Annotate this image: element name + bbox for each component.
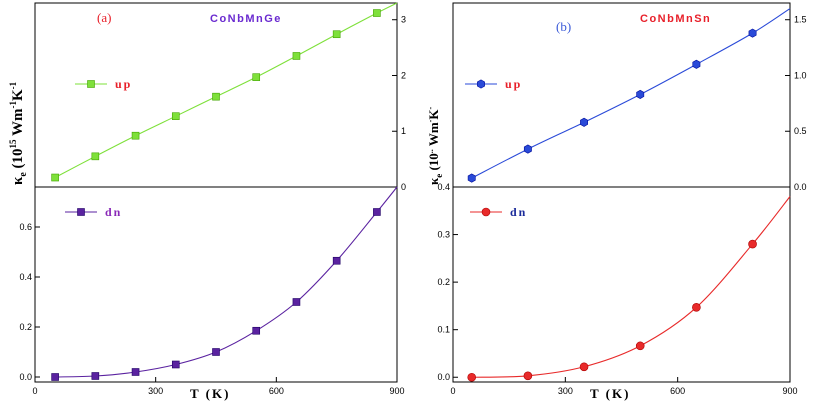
panel-b-up-ytick-label: 0.5 [794, 126, 807, 136]
panel-a-title: CoNbMnGe [210, 13, 282, 25]
panel-b-dn-xtick-label: 600 [670, 386, 685, 396]
panel-b-dn-plot: 0.0 0.1 0.2 0.3 0.4 0 300 600 900 dn [437, 182, 797, 396]
panel-b-ylabel: κe (10.. Wm-K- [426, 107, 444, 185]
panel-b-dn-data-point [635, 341, 645, 351]
panel-b-dn-ytick-label: 0.3 [437, 230, 450, 240]
panel-a-up-ytick-label: 0 [401, 182, 406, 192]
panel-a-dn-xtick-label: 600 [269, 386, 284, 396]
panel-a-up-data-point [212, 92, 220, 101]
panel-b-xlabel: T (K) [590, 386, 630, 401]
panel-b-dn-data-point [467, 372, 477, 382]
panel-a-dn-xtick-label: 0 [32, 386, 37, 396]
panel-b-up-series-line [471, 8, 791, 179]
panel-a-up-data-point [131, 131, 140, 140]
panel-a-up-ytick-label: 3 [401, 15, 406, 25]
panel-b-dn-legend-label: dn [510, 205, 527, 219]
panel-b-dn-xtick-label: 900 [782, 386, 797, 396]
panel-b-up-data-point [467, 173, 476, 183]
panel-a-dn-legend-label: dn [105, 205, 122, 219]
panel-a-up-data-point [292, 52, 301, 60]
panel-b-up-ytick-label: 1.0 [794, 70, 807, 80]
panel-a-up-data-point [252, 73, 261, 81]
panel-b-dn-data-point [579, 362, 589, 372]
panel-b-up-data-point [692, 59, 701, 69]
panel-a-up-data-point [91, 152, 100, 161]
panel-a-dn-data-point [212, 348, 220, 356]
panel-a-up-data-point [171, 112, 180, 120]
panel-a-dn-data-point [131, 368, 140, 376]
panel-a-dn-ytick-label: 0.0 [19, 372, 32, 382]
panel-a-dn-data-point [91, 372, 100, 380]
panel-b-up-data-point [523, 144, 532, 154]
panel-a-up-ytick-label: 1 [401, 126, 406, 136]
panel-b-dn-data-point [692, 303, 701, 312]
panel-b-label: (b) [556, 19, 571, 34]
panel-b-dn-xtick-label: 300 [558, 386, 573, 396]
panel-b-dn-xtick-label: 0 [450, 386, 455, 396]
panel-b-dn-ytick-label: 0.1 [437, 325, 450, 335]
panel-b-dn-ytick-label: 0.2 [437, 277, 450, 287]
panel-b-dn-legend-marker [481, 207, 491, 217]
panel-b-top-frame [452, 2, 791, 188]
panel-b-up-plot: 0.0 0.5 1.0 1.5 up [465, 8, 807, 192]
panel-b-dn-series-line [471, 196, 791, 378]
panel-a-up-data-point [51, 173, 59, 182]
panel-a-ylabel: κe (1015 Wm-1K-1 [8, 81, 29, 185]
panel-b: (b) CoNbMnSn κe (10.. Wm-K- T (K) 0.0 0.5… [426, 2, 807, 401]
panel-b-up-legend-label: up [505, 77, 522, 91]
panel-b-up-data-point [580, 117, 588, 127]
panel-a-dn-data-point [51, 373, 59, 381]
panel-a-up-data-point [332, 30, 341, 39]
panel-a-dn-data-point [171, 360, 180, 369]
panel-b-up-legend-marker [477, 79, 485, 89]
panel-a-label: (a) [97, 10, 111, 25]
panel-a-dn-xtick-label: 900 [389, 386, 404, 396]
panel-a-dn-legend-marker [77, 208, 85, 216]
panel-a-xlabel: T (K) [190, 386, 230, 401]
panel-b-up-data-point [748, 28, 757, 38]
panel-a-up-legend-label: up [115, 77, 132, 91]
panel-a-dn-data-point [373, 208, 381, 216]
panel-a-up-data-point [373, 9, 381, 17]
panel-a-dn-ytick-label: 0.2 [19, 322, 32, 332]
panel-a-bottom-frame [34, 186, 398, 383]
panel-b-up-data-point [636, 89, 645, 99]
panel-a-up-legend-marker [87, 80, 95, 88]
panel-a-dn-xtick-label: 300 [148, 386, 163, 396]
panel-a-dn-plot: 0.0 0.2 0.4 0.6 0 300 600 900 dn [19, 186, 405, 396]
panel-a-dn-data-point [292, 298, 301, 306]
panel-a-dn-ytick-label: 0.6 [19, 222, 32, 232]
panel-b-title: CoNbMnSn [640, 13, 711, 25]
panel-b-bottom-frame [452, 186, 791, 383]
panel-a-dn-ytick-label: 0.4 [19, 272, 32, 282]
panel-b-up-ytick-label: 1.5 [794, 15, 807, 25]
panel-a-dn-series-line [55, 186, 398, 378]
panel-b-up-ytick-label: 0.0 [794, 182, 807, 192]
panel-a-up-series-line [54, 2, 398, 179]
panel-b-dn-ytick-label: 0.4 [437, 182, 450, 192]
panel-a-dn-data-point [252, 326, 261, 335]
panel-a: (a) CoNbMnGe κe (1015 Wm-1K-1 T (K) 0 1 2 3… [8, 2, 406, 401]
panel-b-dn-data-point [748, 239, 757, 249]
panel-a-dn-data-point [332, 256, 341, 265]
panel-a-up-plot: 0 1 2 3 up [51, 2, 406, 192]
panel-b-dn-ytick-label: 0.0 [437, 372, 450, 382]
panel-a-up-ytick-label: 2 [401, 70, 406, 80]
panel-b-dn-data-point [523, 371, 533, 381]
